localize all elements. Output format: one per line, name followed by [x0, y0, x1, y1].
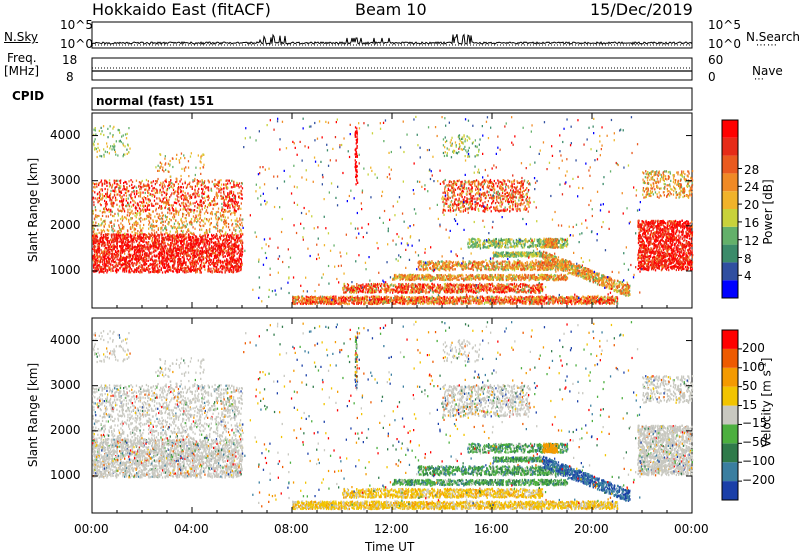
power-cell [242, 245, 243, 247]
power-cell [205, 248, 206, 250]
power-cell [230, 268, 231, 270]
power-cell [208, 252, 209, 254]
power-cell [237, 234, 238, 236]
power-cell [236, 268, 237, 270]
power-cell [168, 239, 169, 241]
power-cell [207, 269, 208, 271]
power-cell [182, 256, 183, 258]
power-cell [106, 271, 107, 273]
power-cell [167, 243, 168, 245]
power-cell [222, 271, 223, 273]
power-cell [189, 258, 190, 260]
power-cell [185, 264, 186, 266]
power-cell [200, 234, 201, 236]
power-cell [164, 250, 165, 252]
power-cell [172, 267, 173, 269]
power-cell [224, 252, 225, 254]
power-cell [193, 240, 194, 242]
power-cell [183, 257, 184, 259]
power-cell [199, 257, 200, 259]
power-cell [223, 239, 224, 241]
power-cell [206, 258, 207, 260]
power-cell [93, 243, 94, 245]
power-cell [186, 241, 187, 243]
power-cell [218, 252, 219, 254]
power-cell [124, 271, 125, 273]
power-cell [229, 239, 230, 241]
power-cell [142, 245, 143, 247]
power-cell [152, 256, 153, 258]
power-cell [210, 271, 211, 273]
power-cell [230, 241, 231, 243]
power-data-layer [92, 116, 693, 305]
power-cell [164, 233, 165, 235]
freq-panel [92, 58, 692, 80]
power-cell [125, 248, 126, 250]
power-cell [142, 254, 143, 256]
power-cell [105, 270, 106, 272]
power-cell [93, 267, 94, 269]
power-cell [219, 249, 220, 251]
radar-plot-canvas [0, 0, 800, 554]
power-cell [167, 270, 168, 272]
power-cell [213, 237, 214, 239]
power-cell [163, 260, 164, 262]
power-cell [224, 238, 225, 240]
power-cell [184, 271, 185, 273]
power-cell [159, 265, 160, 267]
power-cell [223, 235, 224, 237]
power-cell [199, 247, 200, 249]
power-cell [231, 243, 232, 245]
power-cell [191, 253, 192, 255]
power-cell [133, 234, 134, 236]
power-cell [185, 261, 186, 263]
power-cell [192, 254, 193, 256]
power-cell [225, 271, 226, 273]
power-cell [118, 269, 119, 271]
power-cell [237, 270, 238, 272]
power-cell [162, 245, 163, 247]
power-cell [213, 234, 214, 236]
power-cell [195, 271, 196, 273]
power-cell [237, 253, 238, 255]
power-cell [154, 236, 155, 238]
power-cell [119, 241, 120, 243]
power-cell [177, 261, 178, 263]
power-cell [107, 265, 108, 267]
power-cell [92, 248, 93, 250]
power-cell [203, 238, 204, 240]
power-cell [162, 271, 163, 273]
power-cell [204, 244, 205, 246]
power-cell [182, 267, 183, 269]
power-cell [208, 265, 209, 267]
power-cell [225, 269, 226, 271]
power-cell [187, 245, 188, 247]
power-cell [128, 236, 129, 238]
power-cell [233, 235, 234, 237]
power-cell [161, 248, 162, 250]
power-cell [196, 256, 197, 258]
power-cell [99, 243, 100, 245]
power-cell [198, 242, 199, 244]
power-cell [172, 242, 173, 244]
